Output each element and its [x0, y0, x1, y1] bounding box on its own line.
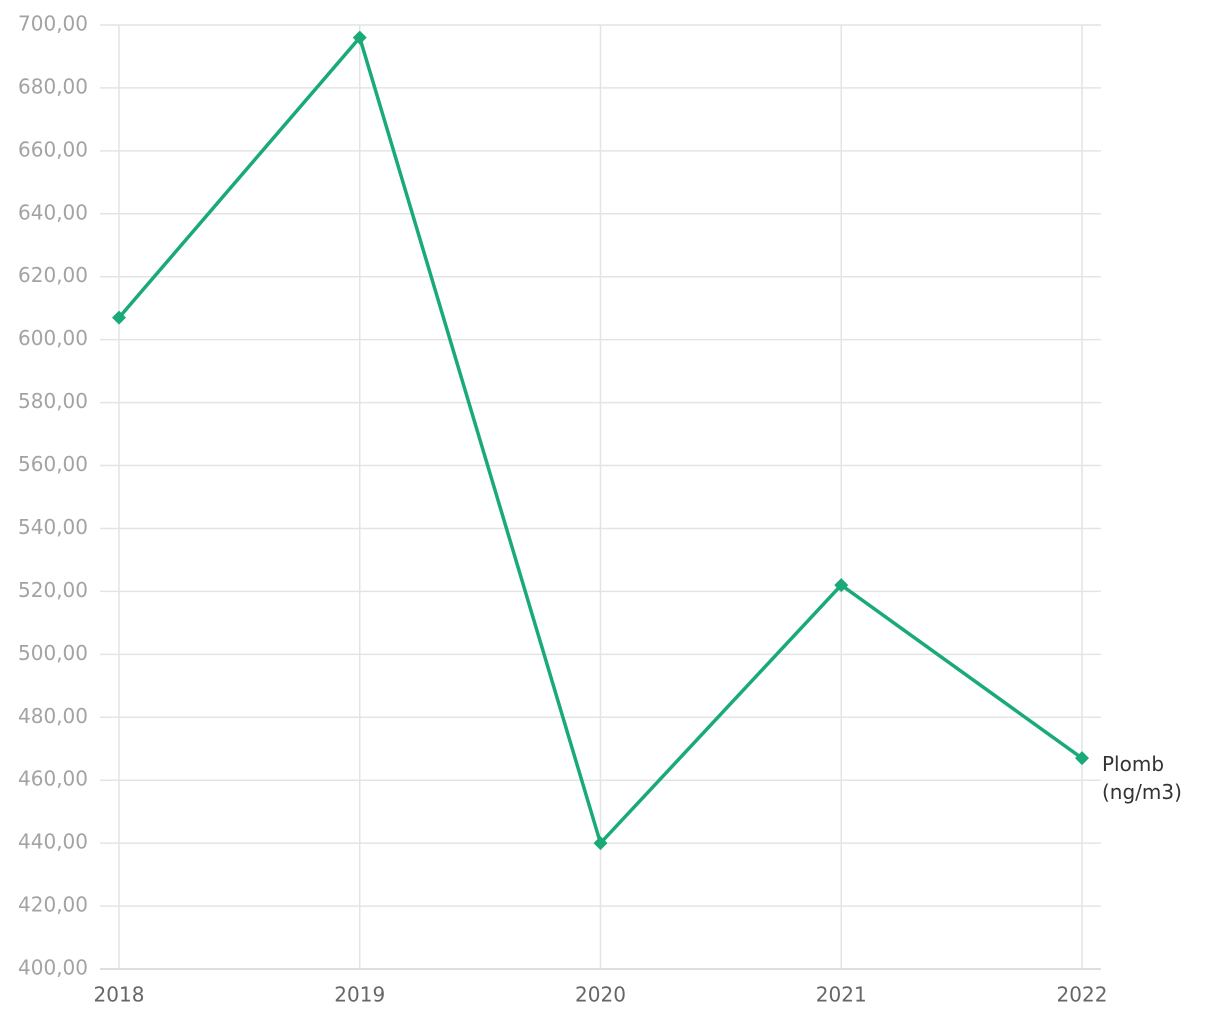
point [1075, 751, 1089, 766]
y-tick-label: 600,00 [18, 326, 88, 350]
point [834, 578, 849, 593]
y-tick-label: 560,00 [18, 452, 88, 476]
x-tick-label: 2018 [94, 983, 145, 1007]
x-tick-label: 2021 [816, 983, 867, 1007]
y-tick-label: 660,00 [18, 137, 88, 161]
y-tick-label: 580,00 [18, 389, 88, 413]
y-tick-label: 620,00 [18, 263, 88, 287]
point [352, 30, 367, 45]
x-tick-label: 2020 [575, 983, 626, 1007]
y-tick-label: 500,00 [18, 641, 88, 665]
point [593, 836, 608, 851]
y-tick-label: 480,00 [18, 704, 88, 728]
x-tick-label: 2022 [1057, 983, 1108, 1007]
x-tick-label: 2019 [334, 983, 385, 1007]
y-tick-label: 520,00 [18, 578, 88, 602]
y-tick-label: 640,00 [18, 200, 88, 224]
y-tick-label: 460,00 [18, 767, 88, 791]
y-tick-label: 440,00 [18, 830, 88, 854]
y-tick-label: 700,00 [18, 12, 88, 36]
point [112, 310, 126, 325]
y-tick-label: 420,00 [18, 893, 88, 917]
y-tick-label: 680,00 [18, 74, 88, 98]
y-tick-label: 400,00 [18, 956, 88, 980]
y-tick-label: 540,00 [18, 515, 88, 539]
series-label: Plomb (ng/m3) [1102, 752, 1182, 805]
